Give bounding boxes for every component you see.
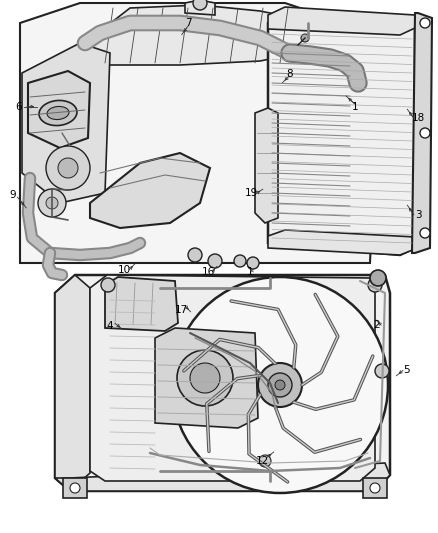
Text: 16: 16	[201, 267, 215, 277]
Polygon shape	[185, 0, 215, 15]
Circle shape	[275, 380, 285, 390]
Polygon shape	[20, 3, 380, 263]
Circle shape	[420, 128, 430, 138]
Ellipse shape	[47, 107, 69, 119]
Circle shape	[193, 0, 207, 10]
Bar	[63, 478, 87, 498]
Text: 3: 3	[415, 210, 422, 220]
Circle shape	[368, 278, 382, 292]
Text: 9: 9	[9, 190, 16, 199]
Polygon shape	[90, 275, 375, 481]
Circle shape	[259, 455, 271, 467]
Text: 4: 4	[106, 321, 113, 331]
Text: 1: 1	[351, 102, 358, 111]
Text: 12: 12	[256, 456, 269, 465]
Polygon shape	[55, 275, 90, 491]
Circle shape	[420, 18, 430, 28]
Circle shape	[234, 255, 246, 267]
Polygon shape	[255, 108, 278, 223]
Circle shape	[58, 158, 78, 178]
Polygon shape	[268, 7, 415, 35]
Polygon shape	[85, 5, 310, 65]
Polygon shape	[28, 71, 90, 148]
Circle shape	[172, 277, 388, 493]
Circle shape	[420, 228, 430, 238]
Polygon shape	[90, 153, 210, 228]
Circle shape	[70, 483, 80, 493]
Circle shape	[301, 34, 309, 42]
Polygon shape	[105, 277, 178, 331]
Polygon shape	[155, 328, 258, 428]
Ellipse shape	[39, 100, 77, 126]
Circle shape	[370, 483, 380, 493]
Text: 10: 10	[118, 265, 131, 274]
Circle shape	[190, 363, 220, 393]
Text: 17: 17	[175, 305, 188, 314]
Polygon shape	[55, 275, 390, 491]
Circle shape	[46, 197, 58, 209]
Text: 18: 18	[412, 114, 425, 123]
Circle shape	[208, 254, 222, 268]
Circle shape	[177, 350, 233, 406]
Text: 8: 8	[286, 69, 293, 78]
Text: 6: 6	[15, 102, 22, 111]
Bar	[363, 478, 387, 498]
Circle shape	[46, 146, 90, 190]
Circle shape	[188, 248, 202, 262]
Polygon shape	[22, 43, 110, 203]
Circle shape	[101, 278, 115, 292]
Circle shape	[247, 257, 259, 269]
Text: 1: 1	[246, 267, 253, 277]
Polygon shape	[412, 13, 432, 253]
Polygon shape	[268, 230, 415, 255]
Text: 7: 7	[185, 18, 192, 28]
Text: 19: 19	[245, 189, 258, 198]
Circle shape	[38, 189, 66, 217]
Circle shape	[370, 270, 386, 286]
Text: 2: 2	[373, 320, 380, 330]
Polygon shape	[268, 15, 415, 255]
Circle shape	[375, 364, 389, 378]
Polygon shape	[55, 463, 390, 491]
Text: 5: 5	[403, 366, 410, 375]
Circle shape	[268, 373, 292, 397]
Circle shape	[258, 363, 302, 407]
